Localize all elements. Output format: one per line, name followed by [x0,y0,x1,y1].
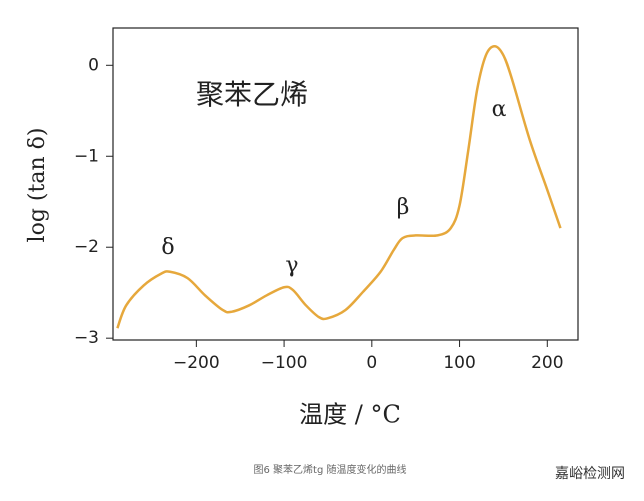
x-tick-label: −200 [173,353,220,373]
x-tick-label: 0 [366,353,377,373]
x-tick-label: 200 [531,353,563,373]
y-tick-label: −2 [74,237,99,257]
x-axis-label: 温度 / °C [299,401,401,429]
annotation: δ [161,235,174,260]
chart-title: 聚苯乙烯 [196,78,308,111]
x-tick-label: 100 [443,353,475,373]
caption: 图6 聚苯乙烯tg 随温度变化的曲线 [254,463,407,476]
data-line [116,44,562,329]
y-tick-label: 0 [88,55,99,75]
watermark: 嘉峪检测网 [555,466,625,482]
annotation: α [492,97,507,122]
annotation: β [397,195,410,220]
y-axis-label: log (tan δ) [25,128,50,243]
plot-frame [112,27,579,341]
x-tick-label: −100 [261,353,308,373]
y-tick-label: −1 [74,146,99,166]
annotation: γ [285,253,298,278]
y-tick-label: −3 [74,328,99,348]
